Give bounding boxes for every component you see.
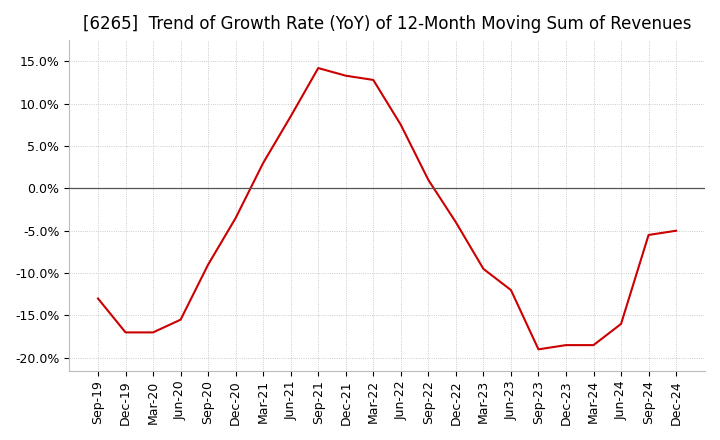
Title: [6265]  Trend of Growth Rate (YoY) of 12-Month Moving Sum of Revenues: [6265] Trend of Growth Rate (YoY) of 12-… <box>83 15 691 33</box>
